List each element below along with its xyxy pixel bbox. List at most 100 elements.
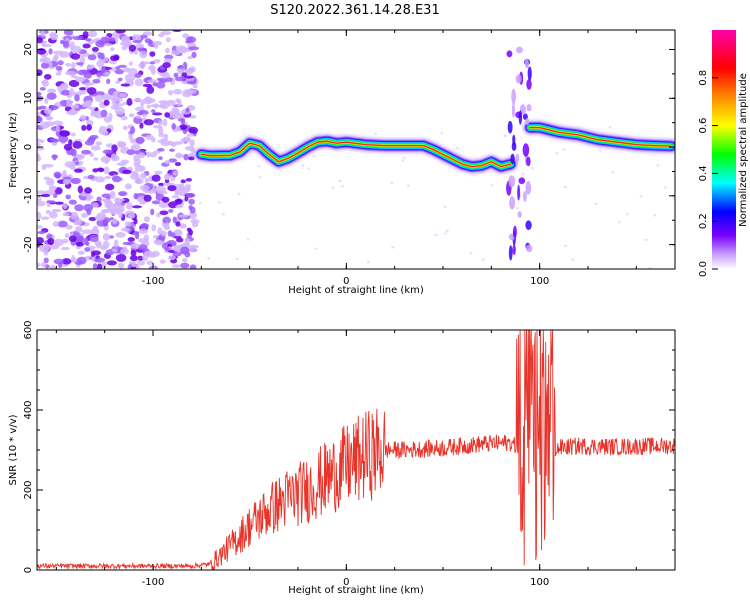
noise-blob — [186, 80, 197, 85]
noise-blob — [130, 266, 137, 269]
noise-blob — [101, 261, 107, 269]
noise-blob — [165, 37, 171, 43]
noise-blob — [189, 139, 195, 147]
y-tick-label: 0 — [23, 144, 34, 150]
noise-blob — [41, 193, 51, 198]
noise-blob — [95, 242, 103, 249]
noise-blob — [133, 192, 139, 200]
noise-blob — [139, 200, 146, 205]
noise-blob — [39, 244, 49, 248]
noise-blob — [96, 60, 105, 68]
colorbar-tick-label: 0.2 — [698, 213, 709, 229]
noise-blob — [185, 89, 197, 94]
noise-speck — [217, 201, 221, 204]
noise-blob — [115, 232, 126, 238]
noise-blob — [72, 35, 84, 41]
noise-blob — [159, 259, 166, 264]
noise-blob — [111, 248, 118, 253]
noise-blob — [160, 141, 170, 147]
noise-blob — [129, 126, 136, 135]
noise-blob — [68, 79, 80, 88]
noise-blob — [95, 39, 106, 48]
noise-blob — [172, 113, 182, 120]
noise-blob — [150, 151, 157, 158]
disturbance-blob — [525, 244, 533, 253]
noise-blob — [37, 116, 43, 124]
noise-blob — [87, 174, 95, 180]
noise-speck — [338, 179, 342, 183]
noise-blob — [37, 91, 42, 97]
noise-blob — [178, 185, 186, 192]
noise-blob — [172, 264, 181, 268]
noise-blob — [142, 83, 153, 88]
noise-blob — [173, 72, 179, 78]
noise-speck — [598, 149, 602, 152]
noise-blob — [117, 64, 127, 68]
noise-blob — [105, 143, 114, 148]
noise-blob — [158, 100, 169, 104]
noise-blob — [121, 45, 128, 51]
noise-blob — [37, 211, 42, 220]
y-tick-label: 0 — [23, 567, 34, 573]
disturbance-blob — [524, 58, 529, 69]
noise-blob — [117, 77, 123, 82]
noise-blob — [37, 225, 43, 229]
noise-blob — [83, 71, 92, 79]
noise-speck — [401, 159, 405, 162]
noise-blob — [184, 240, 190, 248]
noise-blob — [75, 76, 86, 83]
disturbance-blob — [522, 143, 530, 157]
noise-blob — [165, 47, 170, 54]
noise-blob — [151, 200, 161, 205]
noise-blob — [158, 33, 165, 38]
noise-blob — [43, 257, 49, 264]
noise-blob — [128, 44, 137, 52]
noise-blob — [71, 61, 76, 70]
noise-blob — [48, 48, 53, 55]
noise-blob — [85, 38, 92, 42]
x-tick-label: 0 — [343, 577, 349, 588]
disturbance-blob — [526, 79, 532, 90]
noise-blob — [131, 261, 136, 268]
disturbance-blob — [515, 46, 523, 54]
noise-blob — [72, 91, 83, 97]
noise-blob — [118, 141, 127, 147]
noise-blob — [180, 118, 186, 125]
noise-blob — [88, 136, 97, 141]
disturbance-blob — [510, 153, 515, 165]
noise-blob — [168, 158, 178, 163]
noise-speck — [555, 151, 559, 155]
noise-blob — [151, 174, 161, 182]
noise-blob — [92, 263, 98, 269]
noise-blob — [70, 53, 81, 60]
noise-blob — [52, 120, 64, 126]
noise-blob — [184, 196, 189, 202]
noise-blob — [175, 198, 183, 205]
noise-speck — [207, 257, 211, 260]
noise-speck — [482, 258, 486, 261]
noise-blob — [70, 177, 81, 185]
noise-blob — [109, 190, 116, 199]
disturbance-blob — [518, 110, 523, 125]
noise-blob — [179, 223, 187, 229]
noise-speck — [312, 155, 316, 158]
noise-blob — [75, 62, 84, 66]
noise-blob — [172, 171, 178, 176]
noise-blob — [144, 177, 149, 184]
noise-blob — [82, 31, 89, 39]
noise-blob — [74, 154, 86, 158]
noise-blob — [110, 47, 115, 52]
noise-blob — [146, 85, 155, 94]
noise-blob — [100, 198, 111, 202]
noise-blob — [172, 216, 177, 224]
noise-region — [37, 30, 675, 269]
noise-blob — [37, 190, 47, 195]
noise-blob — [189, 264, 197, 269]
noise-blob — [81, 149, 92, 155]
noise-blob — [121, 35, 131, 44]
noise-blob — [146, 104, 151, 109]
noise-blob — [168, 208, 174, 213]
colorbar-tick-label: 0.8 — [698, 70, 709, 86]
noise-blob — [154, 170, 163, 175]
noise-blob — [118, 210, 123, 219]
